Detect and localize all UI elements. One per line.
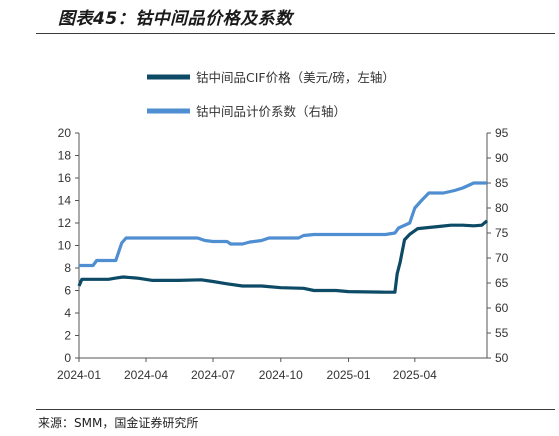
y-right-tick-label: 90	[495, 151, 509, 165]
y-left-tick-label: 12	[58, 216, 72, 230]
y-right-tick-label: 65	[495, 276, 509, 290]
chart-title: 图表45：钴中间品价格及系数	[58, 9, 293, 29]
coefficient-series-line	[79, 181, 487, 268]
bottom-rule	[36, 409, 555, 410]
y-right-tick-label: 95	[495, 126, 509, 140]
y-right-tick-label: 75	[495, 226, 509, 240]
legend: 钴中间品CIF价格（美元/磅，左轴） 钴中间品计价系数（右轴）	[147, 70, 395, 119]
x-tick-label: 2025-01	[327, 368, 371, 382]
y-left-tick-label: 6	[64, 284, 71, 298]
legend-coef-label: 钴中间品计价系数（右轴）	[196, 104, 346, 119]
x-tick-label: 2024-04	[124, 368, 168, 382]
x-tick-label: 2024-10	[259, 368, 303, 382]
y-left-tick-label: 16	[58, 171, 72, 185]
y-right-tick-label: 70	[495, 251, 509, 265]
y-right-tick-label: 55	[495, 326, 509, 340]
y-right-tick-label: 50	[495, 351, 509, 365]
axes: 0 2 4 6 8 10 12 14 16 18 20 50 55 60 65 70 75 80 85 90 95 202…	[57, 126, 509, 382]
y-left-tick-label: 8	[64, 261, 71, 275]
source-note: 来源：SMM，国金证券研究所	[38, 416, 199, 430]
top-rule	[36, 33, 555, 34]
x-tick-label: 2024-01	[57, 368, 101, 382]
y-left-tick-label: 18	[58, 149, 72, 163]
y-left-tick-label: 0	[64, 351, 71, 365]
legend-price-label: 钴中间品CIF价格（美元/磅，左轴）	[196, 70, 395, 85]
y-left-tick-label: 14	[58, 194, 72, 208]
x-tick-label: 2025-04	[393, 368, 437, 382]
y-left-tick-label: 20	[58, 126, 72, 140]
y-right-tick-label: 80	[495, 201, 509, 215]
y-left-tick-label: 2	[64, 329, 71, 343]
x-tick-label: 2024-07	[191, 368, 235, 382]
y-right-tick-label: 85	[495, 176, 509, 190]
plot-area	[77, 181, 489, 294]
price-series-line	[77, 219, 489, 294]
y-left-tick-label: 4	[64, 306, 71, 320]
y-left-tick-label: 10	[58, 239, 72, 253]
y-right-tick-label: 60	[495, 301, 509, 315]
